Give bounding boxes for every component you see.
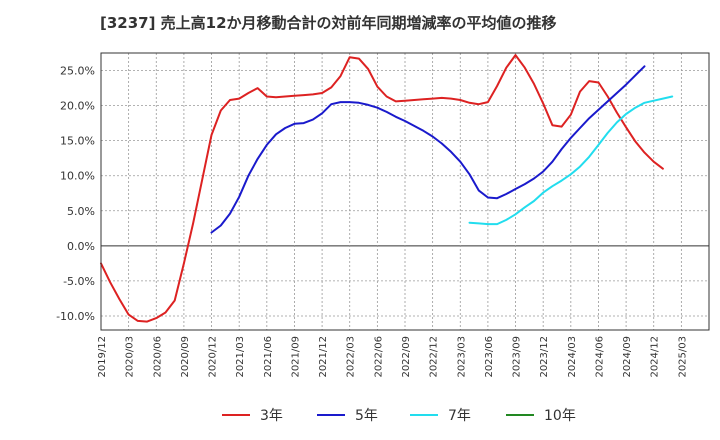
series-line-5y xyxy=(210,65,646,234)
series-line-3y xyxy=(100,54,664,323)
y-tick-label: -5.0% xyxy=(63,275,95,288)
x-tick-label: 2024/12 xyxy=(650,336,661,378)
plot-frame xyxy=(100,52,710,331)
series-line-7y xyxy=(468,95,674,226)
legend: 3年 5年 7年 10年 xyxy=(0,404,720,426)
legend-label-5y: 5年 xyxy=(355,408,378,424)
x-tick-label: 2020/03 xyxy=(125,336,136,378)
x-tick-label: 2022/09 xyxy=(401,336,412,378)
series-lines xyxy=(100,54,674,323)
y-tick-label: 0.0% xyxy=(67,240,95,253)
x-tick-label: 2022/12 xyxy=(429,336,440,378)
legend-swatch-10y xyxy=(506,414,534,416)
y-tick-label: -10.0% xyxy=(56,310,95,323)
x-tick-label: 2021/06 xyxy=(263,336,274,378)
legend-label-10y: 10年 xyxy=(544,408,576,424)
legend-swatch-3y xyxy=(222,414,250,416)
x-tick-label: 2023/06 xyxy=(484,336,495,378)
x-tick-label: 2020/12 xyxy=(208,336,219,378)
x-tick-label: 2023/12 xyxy=(539,336,550,378)
x-tick-label: 2025/03 xyxy=(677,336,688,378)
y-tick-label: 15.0% xyxy=(60,135,95,148)
legend-item-7y[interactable]: 7年 xyxy=(410,404,471,426)
chart-title: [3237] 売上高12か月移動合計の対前年同期増減率の平均値の推移 xyxy=(100,14,557,32)
legend-item-3y[interactable]: 3年 xyxy=(222,404,283,426)
y-tick-label: 10.0% xyxy=(60,170,95,183)
y-tick-label: 20.0% xyxy=(60,100,95,113)
y-tick-label: 25.0% xyxy=(60,65,95,78)
legend-label-7y: 7年 xyxy=(448,408,471,424)
legend-swatch-7y xyxy=(410,414,438,416)
x-tick-label: 2020/09 xyxy=(180,336,191,378)
x-tick-label: 2021/03 xyxy=(235,336,246,378)
x-tick-label: 2024/09 xyxy=(622,336,633,378)
legend-item-10y[interactable]: 10年 xyxy=(506,404,576,426)
x-tick-label: 2021/09 xyxy=(290,336,301,378)
plot-background xyxy=(101,53,709,330)
x-tick-label: 2022/03 xyxy=(346,336,357,378)
grid xyxy=(101,53,709,330)
y-axis-ticks: -10.0% -5.0% 0.0% 5.0% 10.0% 15.0% 20.0% 25.0% xyxy=(56,65,95,323)
x-tick-label: 2020/06 xyxy=(152,336,163,378)
x-tick-label: 2024/06 xyxy=(594,336,605,378)
x-tick-label: 2022/06 xyxy=(373,336,384,378)
y-tick-label: 5.0% xyxy=(67,205,95,218)
x-tick-label: 2019/12 xyxy=(97,336,108,378)
x-tick-label: 2023/09 xyxy=(512,336,523,378)
x-tick-label: 2021/12 xyxy=(318,336,329,378)
legend-label-3y: 3年 xyxy=(260,408,283,424)
x-tick-label: 2023/03 xyxy=(456,336,467,378)
legend-swatch-5y xyxy=(317,414,345,416)
x-tick-label: 2024/03 xyxy=(567,336,578,378)
x-axis-ticks: 2019/12 2020/03 2020/06 2020/09 2020/12 2021/… xyxy=(97,336,688,378)
legend-item-5y[interactable]: 5年 xyxy=(317,404,378,426)
